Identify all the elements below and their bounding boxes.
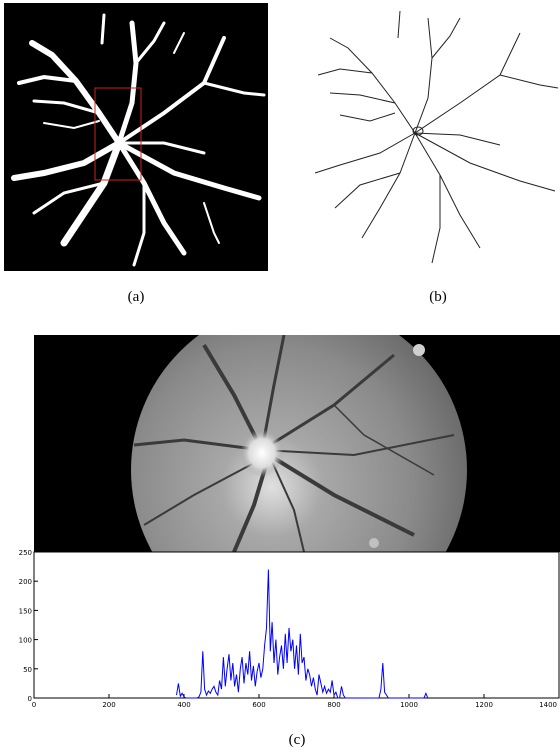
- x-tick-label: 800: [327, 701, 340, 709]
- segmentation-vessel-tree: [11, 13, 266, 267]
- vessel-skeleton-image: [300, 3, 560, 271]
- skeleton-vessels: [314, 10, 559, 264]
- profile-series-line: [176, 569, 429, 699]
- x-tick-label: 200: [102, 701, 115, 709]
- x-axis-ticks: 0 200 400 600 800 1000 1200 1400: [32, 694, 560, 709]
- x-tick-label: 600: [252, 701, 265, 709]
- roi-box: [94, 87, 142, 181]
- y-tick-label: 100: [19, 637, 32, 645]
- y-tick-label: 200: [19, 578, 32, 586]
- fundus-photo: [131, 335, 467, 552]
- profile-plot: 0 50 100 150 200 250 0 200 400 600 800 1000 1200 140…: [19, 549, 560, 709]
- x-tick-label: 1400: [539, 701, 557, 709]
- fundus-vessels: [133, 335, 455, 552]
- intensity-profile-chart: 0 50 100 150 200 250 0 200 400 600 800 1000 1200 140…: [0, 548, 560, 716]
- y-tick-label: 0: [28, 695, 32, 703]
- bright-spot: [413, 344, 425, 356]
- fundus-disc: [131, 335, 467, 552]
- segmentation-vessels: [11, 13, 266, 267]
- plot-frame: [33, 551, 560, 699]
- optic-disc: [240, 429, 284, 477]
- x-tick-label: 1000: [400, 701, 418, 709]
- bright-spot: [369, 538, 379, 548]
- caption-b: (b): [429, 289, 447, 305]
- x-tick-label: 0: [32, 701, 36, 709]
- y-tick-label: 150: [19, 607, 32, 615]
- caption-a: (a): [127, 289, 145, 305]
- y-axis-ticks: 0 50 100 150 200 250: [19, 549, 38, 703]
- caption-c: (c): [288, 732, 306, 748]
- x-tick-label: 400: [177, 701, 190, 709]
- fundus-image: [34, 335, 560, 552]
- y-tick-label: 50: [23, 666, 32, 674]
- x-tick-label: 1200: [475, 701, 493, 709]
- vessel-segmentation-image: [4, 3, 268, 271]
- y-tick-label: 250: [19, 549, 32, 557]
- skeleton-vessel-tree: [314, 10, 559, 264]
